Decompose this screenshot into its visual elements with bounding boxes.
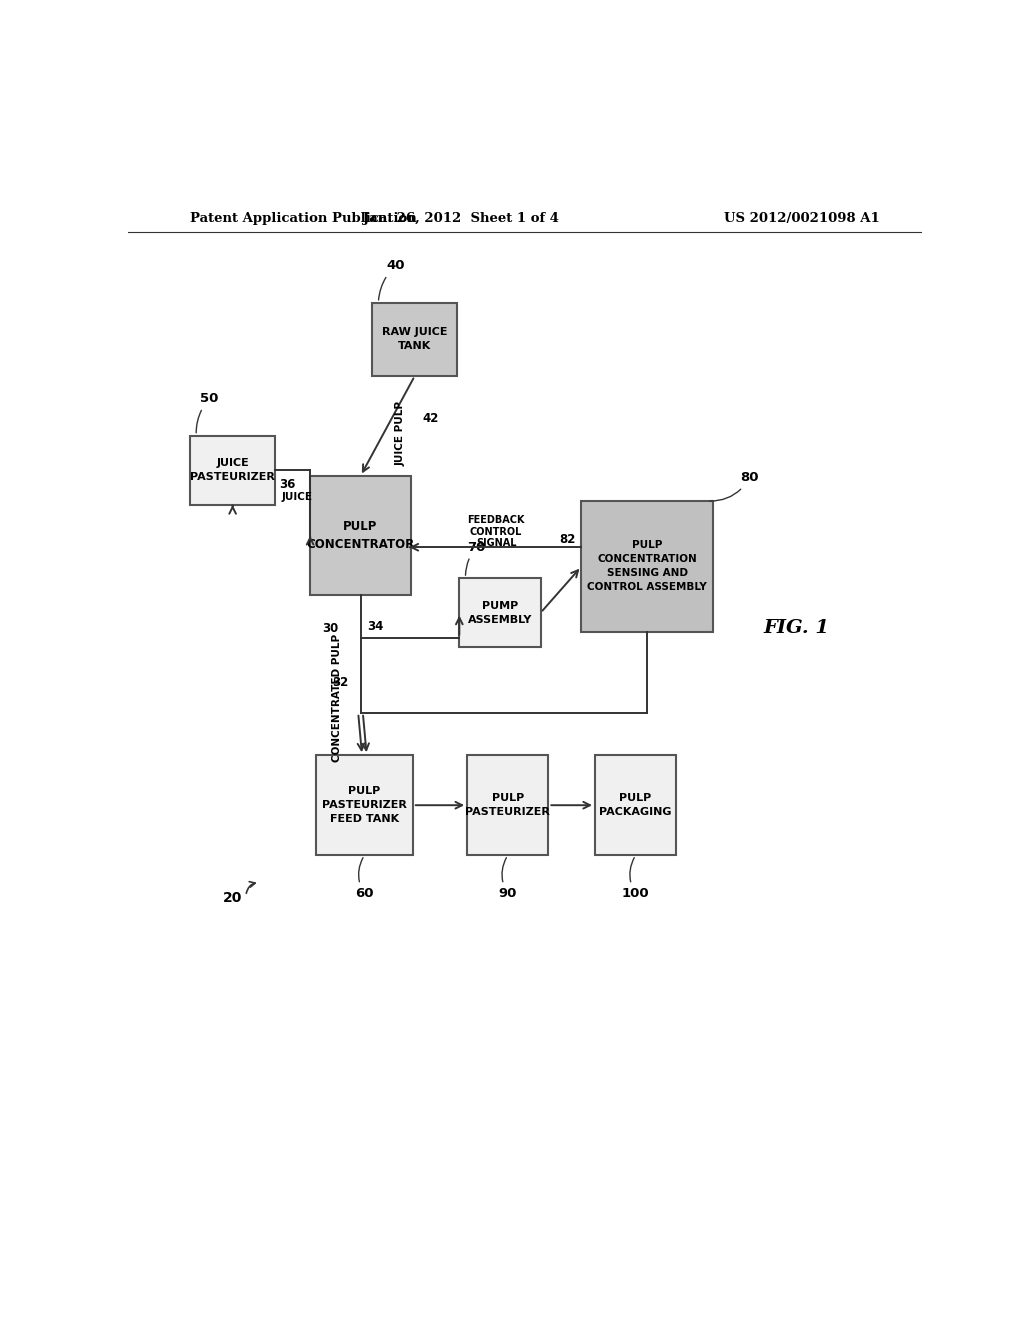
Text: 82: 82 [559,533,575,546]
Text: PULP
PACKAGING: PULP PACKAGING [599,793,672,817]
Text: 70: 70 [466,541,486,576]
Text: 80: 80 [710,471,759,502]
Text: PULP
CONCENTRATOR: PULP CONCENTRATOR [306,520,415,552]
Bar [190,436,275,506]
Text: 30: 30 [323,622,339,635]
Text: PULP
PASTEURIZER
FEED TANK: PULP PASTEURIZER FEED TANK [322,787,407,824]
Text: FIG. 1: FIG. 1 [764,619,829,638]
Text: 20: 20 [223,891,243,904]
Text: US 2012/0021098 A1: US 2012/0021098 A1 [724,213,880,224]
Bar [372,302,458,376]
Text: Jan. 26, 2012  Sheet 1 of 4: Jan. 26, 2012 Sheet 1 of 4 [364,213,559,224]
Text: 36: 36 [280,478,296,491]
Text: FEEDBACK
CONTROL
SIGNAL: FEEDBACK CONTROL SIGNAL [467,515,525,548]
Text: 90: 90 [499,858,517,900]
Text: 32: 32 [333,676,349,689]
Text: 40: 40 [379,259,404,300]
Text: 42: 42 [423,412,439,425]
Text: CONCENTRATED PULP: CONCENTRATED PULP [332,635,342,763]
Bar [595,755,676,855]
Text: PULP
PASTEURIZER: PULP PASTEURIZER [465,793,550,817]
Text: Patent Application Publication: Patent Application Publication [190,213,417,224]
Text: 34: 34 [367,620,383,634]
Text: JUICE PULP: JUICE PULP [396,401,406,466]
Text: 50: 50 [197,392,218,433]
Text: JUICE: JUICE [282,492,312,502]
Bar [582,502,713,632]
Text: JUICE
PASTEURIZER: JUICE PASTEURIZER [190,458,275,482]
Text: 100: 100 [622,858,649,900]
Text: PULP
CONCENTRATION
SENSING AND
CONTROL ASSEMBLY: PULP CONCENTRATION SENSING AND CONTROL A… [588,540,708,593]
Bar [310,477,411,595]
Text: 60: 60 [355,858,374,900]
Bar [316,755,413,855]
Bar [460,578,541,647]
Text: PUMP
ASSEMBLY: PUMP ASSEMBLY [468,601,532,624]
Text: RAW JUICE
TANK: RAW JUICE TANK [382,327,447,351]
Bar [467,755,549,855]
